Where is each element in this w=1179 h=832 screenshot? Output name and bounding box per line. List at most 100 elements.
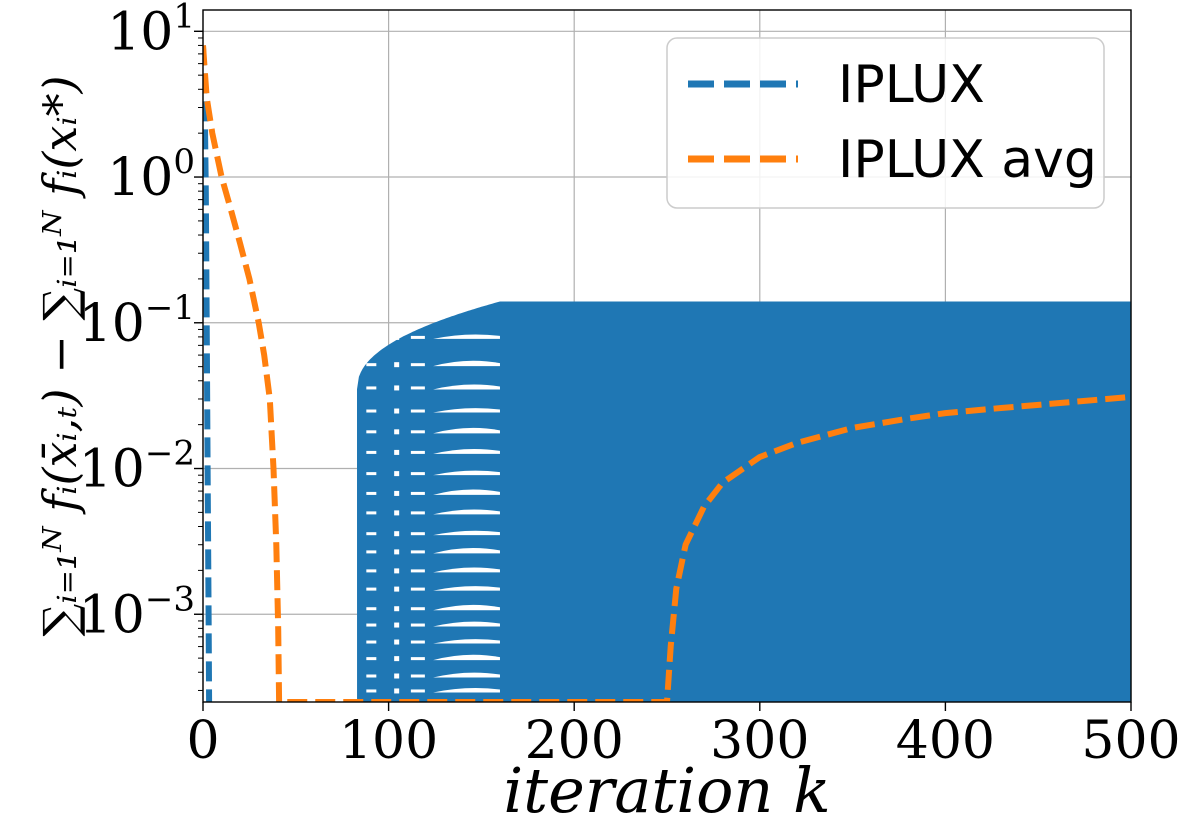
iplux-band-gap: [394, 531, 400, 537]
x-tick-label-0: 0: [186, 711, 219, 771]
iplux-band-gap: [433, 408, 500, 413]
iplux-band-gap: [433, 470, 500, 476]
iplux-band-gap: [433, 384, 500, 390]
iplux-band-gap: [366, 623, 377, 627]
iplux-band-gap: [410, 569, 425, 573]
iplux-band-gap: [366, 532, 377, 536]
iplux-band-gap: [366, 640, 377, 644]
y-tick-label-1: 101: [107, 0, 195, 62]
iplux-band-gap: [433, 639, 500, 644]
iplux-band-gap: [394, 606, 400, 612]
x-tick-label-200: 200: [525, 711, 624, 771]
iplux-band-gap: [366, 689, 377, 693]
iplux-band-gap: [394, 362, 400, 368]
iplux-band-gap: [410, 386, 425, 390]
y-tick-label-0: 100: [107, 142, 195, 208]
iplux-band-gap: [366, 450, 377, 454]
y-axis-ticks: 101 100 10−1 10−2 10−3: [79, 0, 203, 691]
x-axis-label: iteration k: [503, 754, 830, 827]
x-tick-label-100: 100: [339, 711, 438, 771]
iplux-band-gap: [433, 547, 500, 554]
iplux-band-gap: [433, 586, 500, 591]
y-tick-label-−2: 10−2: [79, 434, 195, 500]
iplux-band-gap: [366, 550, 377, 554]
iplux-oscillation-band: [357, 301, 1131, 702]
y-tick-label-−3: 10−3: [79, 579, 195, 645]
x-tick-label-400: 400: [896, 711, 995, 771]
iplux-band-gap: [366, 657, 377, 661]
iplux-band-gap: [394, 334, 400, 340]
iplux-band-gap: [410, 640, 425, 644]
iplux-band-gap: [366, 491, 377, 495]
x-tick-label-300: 300: [710, 711, 809, 771]
iplux-band-gap: [410, 607, 425, 611]
iplux-band-gap: [366, 511, 377, 515]
iplux-band-gap: [410, 674, 425, 678]
iplux-band-gap: [366, 409, 377, 413]
series-line-iplux-avg: [203, 45, 1131, 702]
iplux-band-gap: [410, 587, 425, 591]
iplux-band-gap: [433, 604, 500, 611]
iplux-band-gap: [433, 530, 500, 536]
iplux-band-gap: [366, 386, 377, 390]
iplux-band-gap: [433, 427, 500, 434]
plot-frame: [202, 9, 1132, 703]
iplux-band-gap: [394, 429, 400, 435]
iplux-band-gap: [366, 335, 377, 339]
iplux-band-gap: [366, 569, 377, 573]
legend-label-iplux: IPLUX: [838, 55, 985, 115]
legend: IPLUX IPLUX avg: [666, 37, 1105, 209]
iplux-band-gap: [410, 623, 425, 627]
iplux-band-gap: [394, 385, 400, 391]
iplux-band-gap: [366, 363, 377, 367]
y-axis-label: ∑ᵢ₌₁ᴺ fᵢ(x̄ᵢ,ₜ) − ∑ᵢ₌₁ᴺ fᵢ(xᵢ*): [33, 75, 87, 636]
legend-label-iplux-avg: IPLUX avg: [838, 130, 1097, 190]
iplux-band-gap: [433, 360, 500, 367]
iplux-band-gap: [433, 567, 500, 573]
x-axis-ticks: 0 100 200 300 400 500: [186, 702, 1179, 771]
iplux-band-gap: [394, 510, 400, 516]
iplux-band-gap: [410, 430, 425, 434]
series-lines: [203, 45, 1131, 702]
iplux-band-gap: [433, 509, 500, 515]
iplux-band-gap: [394, 688, 400, 694]
iplux-band-gap: [410, 657, 425, 661]
iplux-band-gap: [394, 490, 400, 496]
iplux-band-gap: [394, 586, 400, 592]
iplux-band-gap: [410, 363, 425, 367]
iplux-band-gap: [394, 639, 400, 645]
iplux-band-gap: [394, 549, 400, 555]
iplux-band-gap: [394, 622, 400, 628]
iplux-band-gap: [410, 689, 425, 693]
iplux-band-gap: [410, 335, 425, 339]
iplux-band-gap: [394, 568, 400, 574]
iplux-band-gap: [433, 654, 500, 661]
iplux-band-gap: [410, 409, 425, 413]
x-tick-label-500: 500: [1081, 711, 1179, 771]
iplux-band-fill: [357, 301, 1131, 702]
iplux-band-gap: [366, 674, 377, 678]
iplux-band-gap: [433, 334, 500, 339]
iplux-band-gap: [433, 489, 500, 495]
iplux-band-gap: [410, 550, 425, 554]
iplux-band-gap: [410, 532, 425, 536]
iplux-band-gap: [394, 471, 400, 477]
iplux-band-gap: [410, 511, 425, 515]
iplux-band-gap: [394, 673, 400, 679]
y-tick-label-−1: 10−1: [79, 288, 195, 354]
iplux-band-gap: [394, 656, 400, 662]
iplux-band-gap: [410, 491, 425, 495]
iplux-band-gap: [366, 607, 377, 611]
iplux-band-gap: [433, 448, 500, 454]
iplux-band-gap: [366, 430, 377, 434]
iplux-band-gap: [394, 408, 400, 414]
iplux-band-gap: [394, 449, 400, 455]
iplux-band-gap: [410, 472, 425, 476]
iplux-band-gap: [433, 688, 500, 693]
iplux-band-gap: [433, 672, 500, 678]
iplux-band-gap: [366, 587, 377, 591]
iplux-band-gap: [433, 621, 500, 627]
iplux-band-gap: [366, 472, 377, 476]
iplux-band-gap: [410, 450, 425, 454]
